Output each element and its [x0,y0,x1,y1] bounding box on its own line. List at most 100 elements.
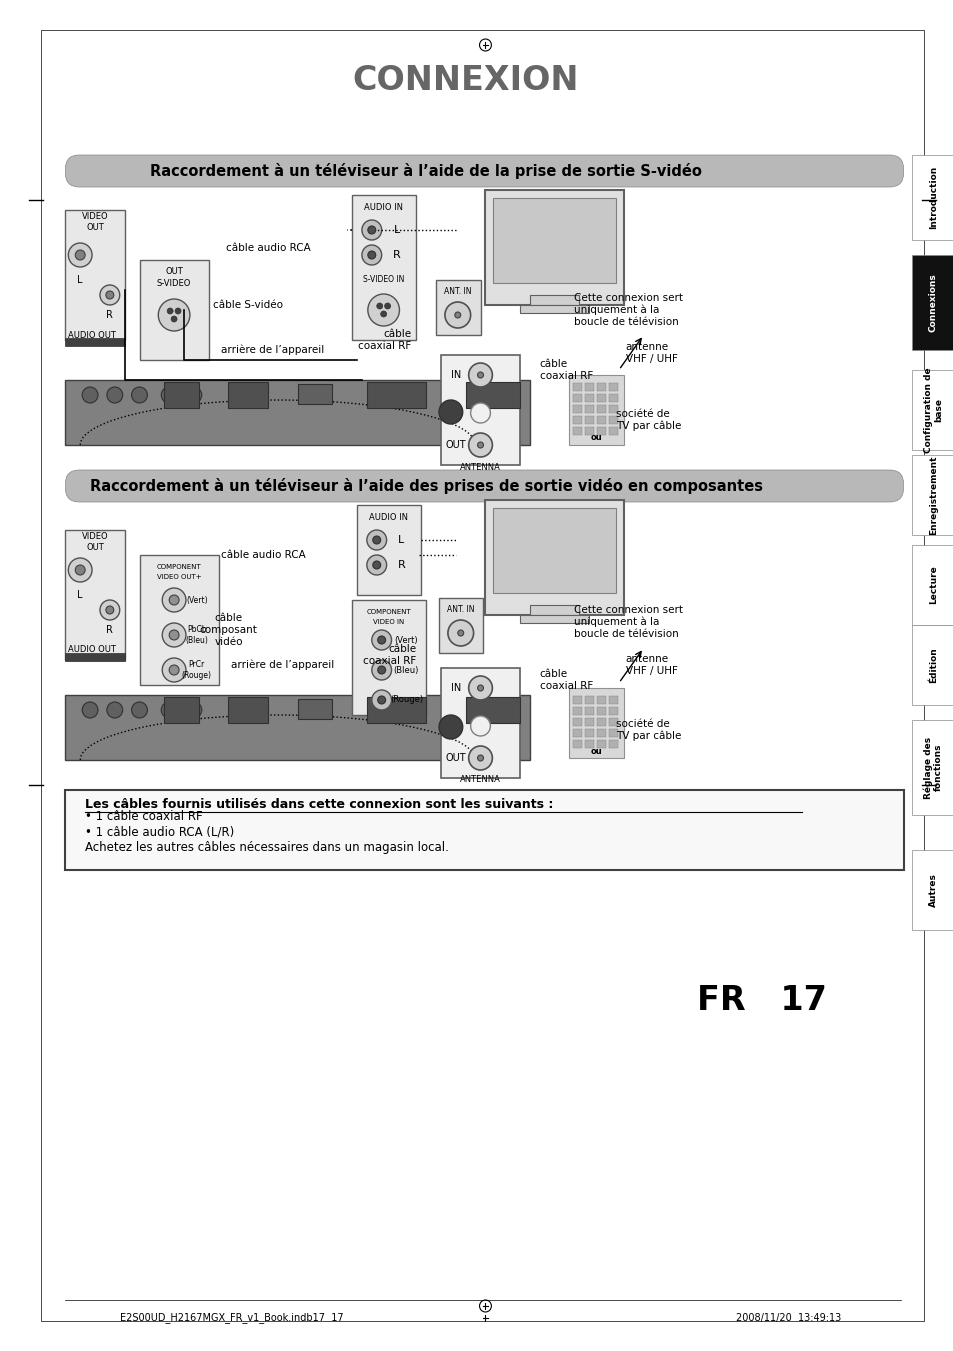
Text: ou: ou [590,434,601,443]
Circle shape [477,685,483,690]
Text: • 1 câble coaxial RF
• 1 câble audio RCA (L/R)
Achetez les autres câbles nécessa: • 1 câble coaxial RF • 1 câble audio RCA… [85,811,449,854]
Text: Enregistrement: Enregistrement [928,455,937,535]
Bar [573,740,581,748]
Text: S-VIDEO IN: S-VIDEO IN [362,276,404,285]
Text: R: R [393,250,400,259]
Circle shape [161,703,177,717]
Circle shape [175,308,181,313]
Bar [569,376,623,444]
Text: VIDEO OUT+: VIDEO OUT+ [156,574,201,580]
Circle shape [384,303,390,309]
Text: IN: IN [450,370,460,380]
Bar [911,155,953,240]
Bar [297,698,332,719]
Bar [608,427,618,435]
Text: AUDIO OUT: AUDIO OUT [68,331,116,339]
Text: IN: IN [450,684,460,693]
Circle shape [368,295,399,326]
Bar [573,416,581,424]
Bar [608,707,618,715]
Bar [573,427,581,435]
Bar [608,730,618,738]
Bar [297,384,332,404]
Text: Les câbles fournis utilisés dans cette connexion sont les suivants :: Les câbles fournis utilisés dans cette c… [85,797,553,811]
Text: câble S-vidéo: câble S-vidéo [213,300,283,309]
Circle shape [186,386,202,403]
Bar [465,382,519,408]
Bar [66,653,125,661]
Text: L: L [398,535,404,544]
Text: COMPONENT: COMPONENT [366,609,411,615]
Text: arrière de l’appareil: arrière de l’appareil [231,659,335,670]
Text: FR   17: FR 17 [697,984,826,1016]
Bar [911,720,953,815]
Circle shape [106,290,113,299]
Circle shape [75,250,85,259]
Circle shape [377,666,385,674]
Bar [164,382,198,408]
Text: VIDEO
OUT: VIDEO OUT [82,532,109,551]
Bar [66,380,529,444]
Text: R: R [107,626,113,635]
Circle shape [380,311,386,317]
Text: câble
coaxial RF: câble coaxial RF [539,669,593,690]
Bar [485,190,623,305]
Circle shape [367,530,386,550]
Circle shape [361,245,381,265]
Text: AUDIO OUT: AUDIO OUT [68,646,116,654]
Circle shape [367,555,386,576]
Circle shape [82,386,98,403]
Text: L: L [77,276,83,285]
Bar [608,382,618,390]
Bar [367,697,426,723]
Text: OUT: OUT [445,440,466,450]
Bar [585,394,594,403]
Bar [493,508,616,593]
Circle shape [468,363,492,386]
Circle shape [468,746,492,770]
Text: câble audio RCA: câble audio RCA [226,243,310,253]
Text: Cette connexion sert
uniquement à la
boucle de télévision: Cette connexion sert uniquement à la bou… [574,293,682,327]
Bar [585,427,594,435]
Circle shape [468,676,492,700]
Circle shape [368,251,375,259]
Circle shape [438,715,462,739]
Text: société de
TV par câble: société de TV par câble [616,409,680,431]
Circle shape [372,661,391,680]
Bar [529,295,578,305]
Circle shape [468,434,492,457]
Bar [597,696,605,704]
Bar [597,394,605,403]
Bar [66,530,125,661]
Text: COMPONENT: COMPONENT [156,563,201,570]
Circle shape [107,386,123,403]
Bar [573,394,581,403]
Text: Connexions: Connexions [928,273,937,332]
Circle shape [470,716,490,736]
Text: OUT: OUT [445,753,466,763]
Bar [573,730,581,738]
Text: antenne
VHF / UHF: antenne VHF / UHF [625,654,677,676]
Circle shape [373,536,380,544]
Circle shape [107,703,123,717]
Bar [367,382,426,408]
Bar [573,707,581,715]
Bar [597,427,605,435]
Text: antenne
VHF / UHF: antenne VHF / UHF [625,342,677,363]
Circle shape [444,303,470,328]
Bar [585,416,594,424]
Circle shape [373,561,380,569]
Bar [66,338,125,346]
Bar [608,740,618,748]
Text: AUDIO IN: AUDIO IN [369,512,408,521]
Circle shape [477,755,483,761]
Circle shape [162,658,186,682]
Text: R: R [397,561,405,570]
Bar [911,544,953,626]
Bar [356,505,421,594]
Text: CONNEXION: CONNEXION [352,63,578,96]
Bar [493,199,616,282]
Circle shape [162,588,186,612]
Bar [569,688,623,758]
Bar [66,694,529,761]
